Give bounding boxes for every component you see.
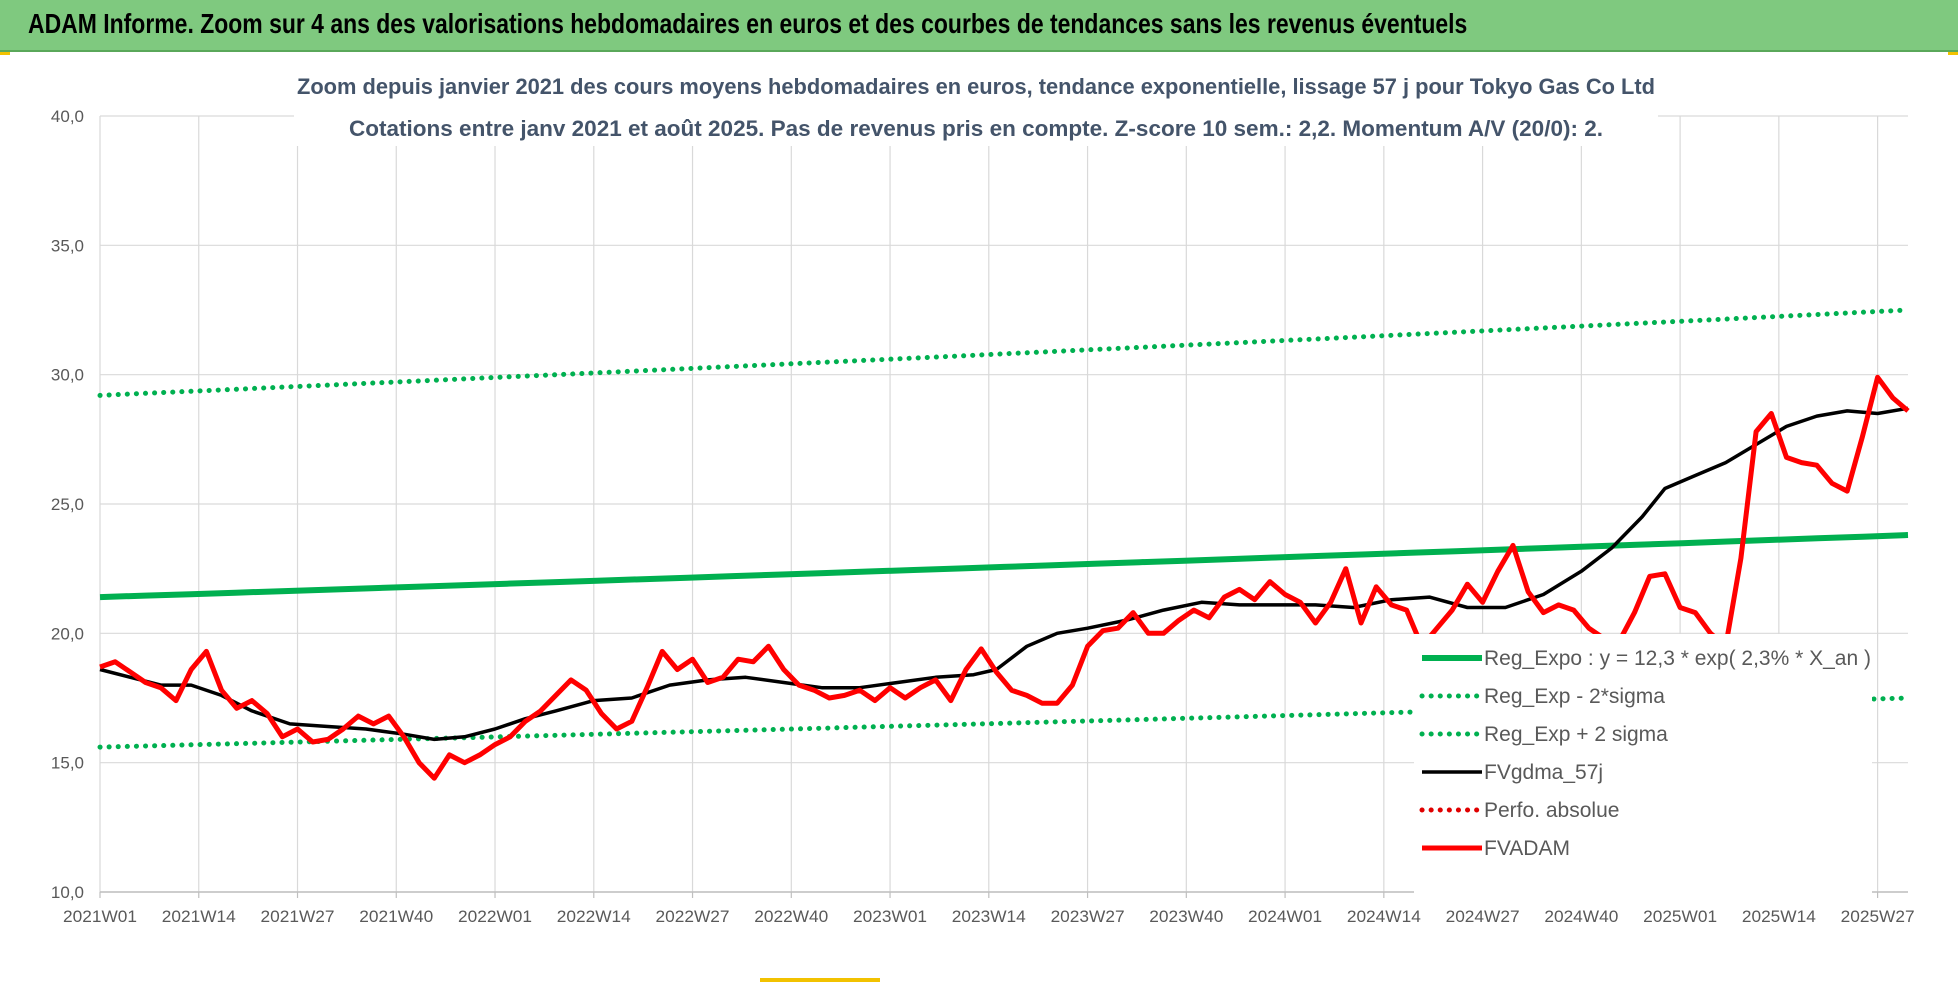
series-line-reg-exp-2 — [97, 307, 1911, 398]
x-tick-label: 2021W27 — [261, 907, 335, 926]
x-tick-label: 2022W14 — [557, 907, 631, 926]
chart-frame: 10,0 15,0 20,0 25,0 30,0 35,0 40,0 2021W01 2021W… — [2, 54, 1938, 974]
x-tick-label: 2022W01 — [458, 907, 532, 926]
legend-label: FVgdma_57j — [1484, 761, 1603, 784]
y-tick-label: 25,0 — [51, 495, 84, 514]
x-tick-label: 2025W14 — [1742, 907, 1816, 926]
title-backdrop — [294, 62, 1658, 146]
legend-label: Reg_Exp + 2 sigma — [1484, 723, 1668, 746]
legend-backdrop — [1414, 634, 1872, 898]
x-tick-label: 2023W01 — [853, 907, 927, 926]
x-tick-label: 2024W27 — [1446, 907, 1520, 926]
y-tick-label: 20,0 — [51, 624, 84, 643]
y-tick-label: 30,0 — [51, 366, 84, 385]
x-tick-label: 2021W40 — [359, 907, 433, 926]
y-tick-label: 15,0 — [51, 754, 84, 773]
legend-label: Reg_Exp - 2*sigma — [1484, 685, 1665, 708]
y-tick-label: 40,0 — [51, 107, 84, 126]
y-tick-label: 35,0 — [51, 236, 84, 255]
x-tick-label: 2024W14 — [1347, 907, 1421, 926]
series-line-reg-expo-y — [99, 532, 1909, 601]
chart-title-line1: Zoom depuis janvier 2021 des cours moyen… — [297, 74, 1655, 99]
report-title: ADAM Informe. Zoom sur 4 ans des valoris… — [28, 8, 1468, 39]
bottom-marker — [760, 978, 880, 982]
x-tick-label: 2024W40 — [1544, 907, 1618, 926]
chart-title-line2: Cotations entre janv 2021 et août 2025. … — [349, 116, 1603, 141]
y-tick-label: 10,0 — [51, 883, 84, 902]
chart-series — [97, 307, 1911, 781]
x-tick-label: 2021W01 — [63, 907, 137, 926]
legend-label: Reg_Expo : y = 12,3 * exp( 2,3% * X_an ) — [1484, 647, 1871, 670]
x-tick-label: 2023W40 — [1149, 907, 1223, 926]
chart-legend: Reg_Expo : y = 12,3 * exp( 2,3% * X_an )… — [1414, 634, 1872, 898]
series-line-fvgdma-57j — [99, 406, 1909, 742]
series-line-reg-exp-2 — [97, 695, 1911, 750]
x-tick-label: 2024W01 — [1248, 907, 1322, 926]
x-tick-label: 2025W27 — [1841, 907, 1915, 926]
chart-grid — [99, 115, 1908, 898]
x-tick-label: 2025W01 — [1643, 907, 1717, 926]
x-tick-label: 2023W14 — [952, 907, 1026, 926]
legend-label: FVADAM — [1484, 837, 1570, 860]
chart-axis-labels: 10,0 15,0 20,0 25,0 30,0 35,0 40,0 2021W01 2021W… — [51, 107, 1915, 926]
x-tick-label: 2023W27 — [1051, 907, 1125, 926]
x-tick-label: 2021W14 — [162, 907, 236, 926]
line-chart: 10,0 15,0 20,0 25,0 30,0 35,0 40,0 2021W01 2021W… — [51, 62, 1915, 926]
x-tick-label: 2022W27 — [656, 907, 730, 926]
legend-label: Perfo. absolue — [1484, 799, 1619, 822]
x-tick-label: 2022W40 — [754, 907, 828, 926]
report-banner: ADAM Informe. Zoom sur 4 ans des valoris… — [0, 0, 1958, 52]
corner-marker-right — [1948, 52, 1958, 55]
corner-marker-left — [0, 52, 10, 55]
